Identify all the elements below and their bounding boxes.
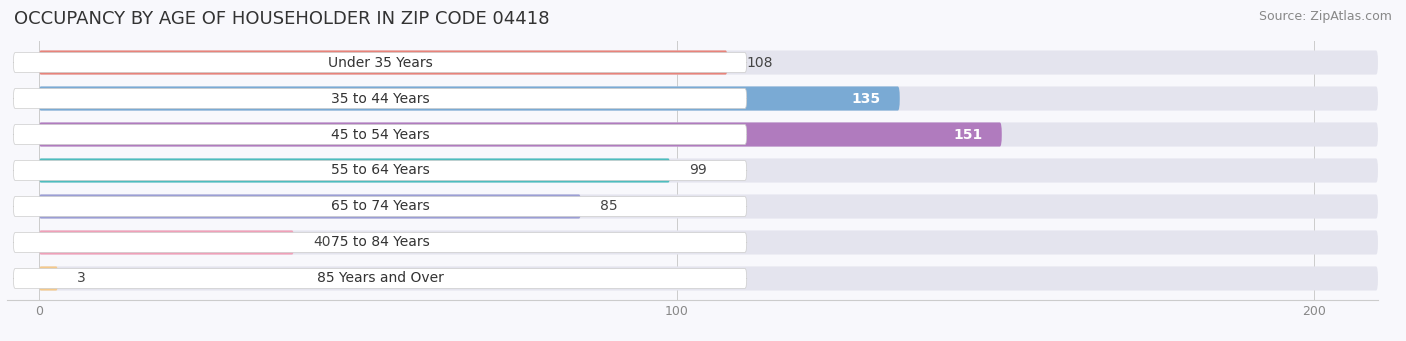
FancyBboxPatch shape bbox=[39, 159, 1378, 182]
Text: 108: 108 bbox=[747, 56, 773, 70]
Text: 85 Years and Over: 85 Years and Over bbox=[316, 271, 443, 285]
Text: 3: 3 bbox=[77, 271, 86, 285]
Text: Under 35 Years: Under 35 Years bbox=[328, 56, 433, 70]
FancyBboxPatch shape bbox=[39, 122, 1001, 147]
FancyBboxPatch shape bbox=[13, 89, 747, 108]
FancyBboxPatch shape bbox=[13, 268, 747, 288]
Text: 65 to 74 Years: 65 to 74 Years bbox=[330, 199, 429, 213]
Text: 85: 85 bbox=[600, 199, 617, 213]
FancyBboxPatch shape bbox=[39, 50, 727, 75]
Text: 35 to 44 Years: 35 to 44 Years bbox=[330, 91, 429, 105]
Text: 99: 99 bbox=[689, 163, 707, 178]
Text: 151: 151 bbox=[953, 128, 983, 142]
FancyBboxPatch shape bbox=[39, 159, 671, 182]
FancyBboxPatch shape bbox=[13, 196, 747, 217]
FancyBboxPatch shape bbox=[13, 233, 747, 252]
FancyBboxPatch shape bbox=[39, 266, 58, 291]
Text: 55 to 64 Years: 55 to 64 Years bbox=[330, 163, 429, 178]
Text: 75 to 84 Years: 75 to 84 Years bbox=[330, 236, 429, 250]
Text: 40: 40 bbox=[314, 236, 330, 250]
FancyBboxPatch shape bbox=[39, 194, 1378, 219]
FancyBboxPatch shape bbox=[13, 53, 747, 73]
FancyBboxPatch shape bbox=[39, 122, 1378, 147]
Text: 45 to 54 Years: 45 to 54 Years bbox=[330, 128, 429, 142]
FancyBboxPatch shape bbox=[39, 87, 1378, 110]
FancyBboxPatch shape bbox=[39, 50, 1378, 75]
FancyBboxPatch shape bbox=[39, 231, 1378, 254]
FancyBboxPatch shape bbox=[39, 266, 1378, 291]
Text: 135: 135 bbox=[852, 91, 880, 105]
FancyBboxPatch shape bbox=[39, 194, 581, 219]
Text: OCCUPANCY BY AGE OF HOUSEHOLDER IN ZIP CODE 04418: OCCUPANCY BY AGE OF HOUSEHOLDER IN ZIP C… bbox=[14, 10, 550, 28]
FancyBboxPatch shape bbox=[13, 161, 747, 180]
FancyBboxPatch shape bbox=[13, 124, 747, 145]
Text: Source: ZipAtlas.com: Source: ZipAtlas.com bbox=[1258, 10, 1392, 23]
FancyBboxPatch shape bbox=[39, 87, 900, 110]
FancyBboxPatch shape bbox=[39, 231, 294, 254]
